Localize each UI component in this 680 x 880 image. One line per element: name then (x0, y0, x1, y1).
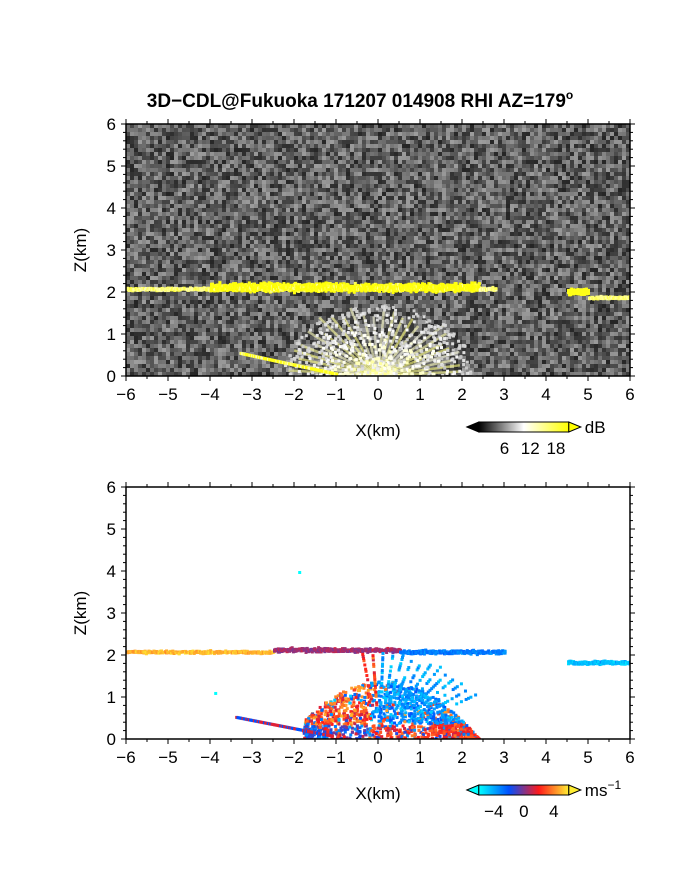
x-tick-label: 2 (457, 748, 466, 767)
x-tick-label: −1 (326, 385, 345, 404)
y-tick-label: 1 (107, 688, 116, 707)
x-tick-label: 1 (415, 385, 424, 404)
y-tick-label: 6 (107, 115, 116, 134)
isolated-echo (298, 571, 302, 574)
clutter-ray (318, 316, 379, 376)
y-tick-label: 0 (107, 367, 116, 386)
y-tick-label: 1 (107, 325, 116, 344)
plot-background (126, 487, 630, 739)
plot-area (126, 487, 630, 739)
colorbar: dB 6 12 18 (465, 418, 606, 458)
colorbar-tick-label: 0 (519, 802, 528, 821)
y-tick-label: 5 (107, 520, 116, 539)
colorbar-high-arrow (568, 421, 583, 433)
x-tick-label: −6 (116, 748, 135, 767)
x-tick-label: 4 (541, 385, 550, 404)
x-tick-label: 1 (415, 748, 424, 767)
x-tick-label: −5 (158, 748, 177, 767)
x-tick-label: −5 (158, 385, 177, 404)
x-tick-label: −3 (242, 748, 261, 767)
y-axis-label: Z(km) (71, 591, 90, 635)
x-tick-label: 6 (625, 385, 634, 404)
x-tick-label: −4 (200, 385, 219, 404)
x-tick-label: 0 (373, 385, 382, 404)
x-tick-label: −2 (284, 748, 303, 767)
colorbar-tick-label: 6 (500, 439, 509, 458)
y-tick-label: 4 (107, 199, 116, 218)
y-tick-label: 2 (107, 646, 116, 665)
panel-doppler-velocity: −6 −5 −4 −3 −2 −1 0 1 2 3 4 5 6 0 1 2 3 4 5 6 X(km) Z(km) ms−1… (71, 478, 635, 821)
x-tick-label: 3 (499, 748, 508, 767)
x-tick-label: 6 (625, 748, 634, 767)
colorbar-tick-label: 12 (521, 439, 540, 458)
x-tick-label: 5 (583, 385, 592, 404)
colorbar-bar (478, 784, 570, 796)
x-tick-label: 4 (541, 748, 550, 767)
clutter-ray (307, 330, 379, 376)
plot-area (126, 124, 630, 376)
x-tick-label: 2 (457, 385, 466, 404)
y-tick-label: 2 (107, 283, 116, 302)
colorbar-high-arrow (568, 784, 583, 796)
x-tick-label: −1 (326, 748, 345, 767)
clutter-ray (330, 316, 379, 376)
isolated-echo (214, 691, 218, 695)
x-tick-label: 0 (373, 748, 382, 767)
figure-title: 3D−CDL@Fukuoka 171207 014908 RHI AZ=179o (147, 88, 574, 112)
colorbar-unit: dB (585, 418, 606, 437)
x-tick-label: −3 (242, 385, 261, 404)
colorbar-tick-label: 4 (549, 802, 558, 821)
colorbar-tick-label: 18 (546, 439, 565, 458)
y-tick-label: 5 (107, 157, 116, 176)
x-tick-label: 5 (583, 748, 592, 767)
y-axis-label: Z(km) (71, 228, 90, 272)
colorbar: ms−1 −4 0 4 (465, 778, 622, 821)
y-tick-label: 6 (107, 478, 116, 497)
x-tick-label: 3 (499, 385, 508, 404)
colorbar-low-arrow (465, 784, 480, 796)
colorbar-bar (478, 421, 570, 433)
colorbar-low-arrow (465, 421, 480, 433)
x-tick-label: −2 (284, 385, 303, 404)
x-tick-label: −4 (200, 748, 219, 767)
colorbar-unit: ms−1 (585, 778, 622, 800)
x-axis-label: X(km) (355, 784, 400, 803)
y-tick-label: 0 (107, 730, 116, 749)
y-tick-label: 4 (107, 562, 116, 581)
y-tick-label: 3 (107, 241, 116, 260)
colorbar-tick-label: −4 (484, 802, 503, 821)
y-tick-label: 3 (107, 604, 116, 623)
x-tick-label: −6 (116, 385, 135, 404)
x-axis-label: X(km) (355, 421, 400, 440)
